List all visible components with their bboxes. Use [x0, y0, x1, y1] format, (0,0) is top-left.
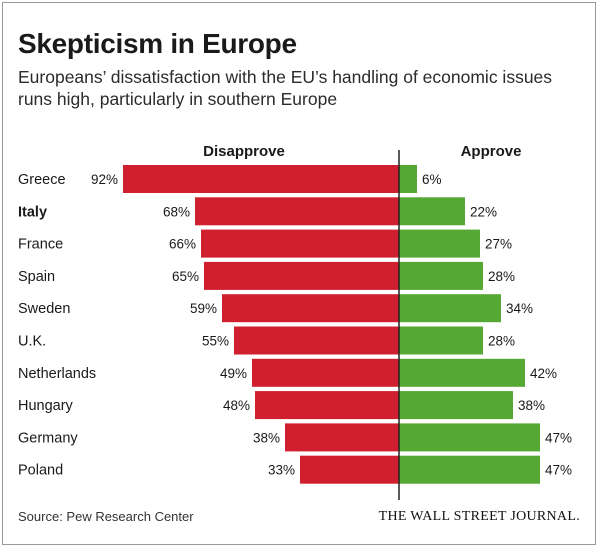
category-label: Netherlands	[18, 366, 96, 382]
disapprove-bar	[255, 391, 399, 420]
category-label: U.K.	[18, 334, 46, 350]
approve-bar	[399, 229, 480, 258]
disapprove-value-label: 55%	[202, 334, 229, 349]
approve-bar	[399, 391, 513, 420]
source-note: Source: Pew Research Center	[18, 509, 194, 524]
disapprove-value-label: 59%	[190, 301, 217, 316]
disapprove-value-label: 38%	[253, 430, 280, 445]
disapprove-value-label: 68%	[163, 204, 190, 219]
approve-value-label: 27%	[485, 237, 512, 252]
approve-value-label: 22%	[470, 204, 497, 219]
approve-bar	[399, 294, 501, 323]
approve-bar	[399, 261, 483, 290]
approve-bar	[399, 423, 540, 452]
approve-bar	[399, 197, 465, 226]
disapprove-bar	[222, 294, 399, 323]
publisher-credit: THE WALL STREET JOURNAL.	[378, 509, 580, 524]
disapprove-value-label: 49%	[220, 366, 247, 381]
disapprove-bar	[252, 358, 399, 387]
category-label: Germany	[18, 430, 78, 446]
approve-bar	[399, 455, 540, 484]
disapprove-value-label: 65%	[172, 269, 199, 284]
disapprove-bar	[234, 326, 399, 355]
legend-approve: Approve	[461, 143, 522, 160]
approve-value-label: 34%	[506, 301, 533, 316]
disapprove-bar	[123, 165, 399, 193]
category-label: Spain	[18, 269, 55, 285]
disapprove-bar	[285, 423, 399, 452]
approve-value-label: 47%	[545, 463, 572, 478]
disapprove-bar	[201, 229, 399, 258]
category-label: Italy	[18, 204, 47, 220]
legend-disapprove: Disapprove	[203, 143, 285, 160]
category-label: Greece	[18, 172, 66, 188]
disapprove-bar	[300, 455, 399, 484]
approve-value-label: 6%	[422, 172, 442, 187]
category-label: France	[18, 237, 63, 253]
chart-subtitle: Europeans’ dissatisfaction with the EU’s…	[18, 67, 553, 109]
chart-title: Skepticism in Europe	[18, 28, 297, 59]
figure-frame	[2, 2, 596, 545]
approve-bar	[399, 165, 417, 193]
approve-value-label: 38%	[518, 398, 545, 413]
approve-value-label: 28%	[488, 334, 515, 349]
category-label: Poland	[18, 463, 63, 479]
category-label: Hungary	[18, 398, 74, 414]
approve-bar	[399, 326, 483, 355]
disapprove-value-label: 92%	[91, 172, 118, 187]
category-label: Sweden	[18, 301, 70, 317]
disapprove-value-label: 48%	[223, 398, 250, 413]
disapprove-value-label: 33%	[268, 463, 295, 478]
approve-value-label: 42%	[530, 366, 557, 381]
approve-bar	[399, 358, 525, 387]
disapprove-bar	[195, 197, 399, 226]
approve-value-label: 28%	[488, 269, 515, 284]
disapprove-bar	[204, 261, 399, 290]
approve-value-label: 47%	[545, 430, 572, 445]
disapprove-value-label: 66%	[169, 237, 196, 252]
